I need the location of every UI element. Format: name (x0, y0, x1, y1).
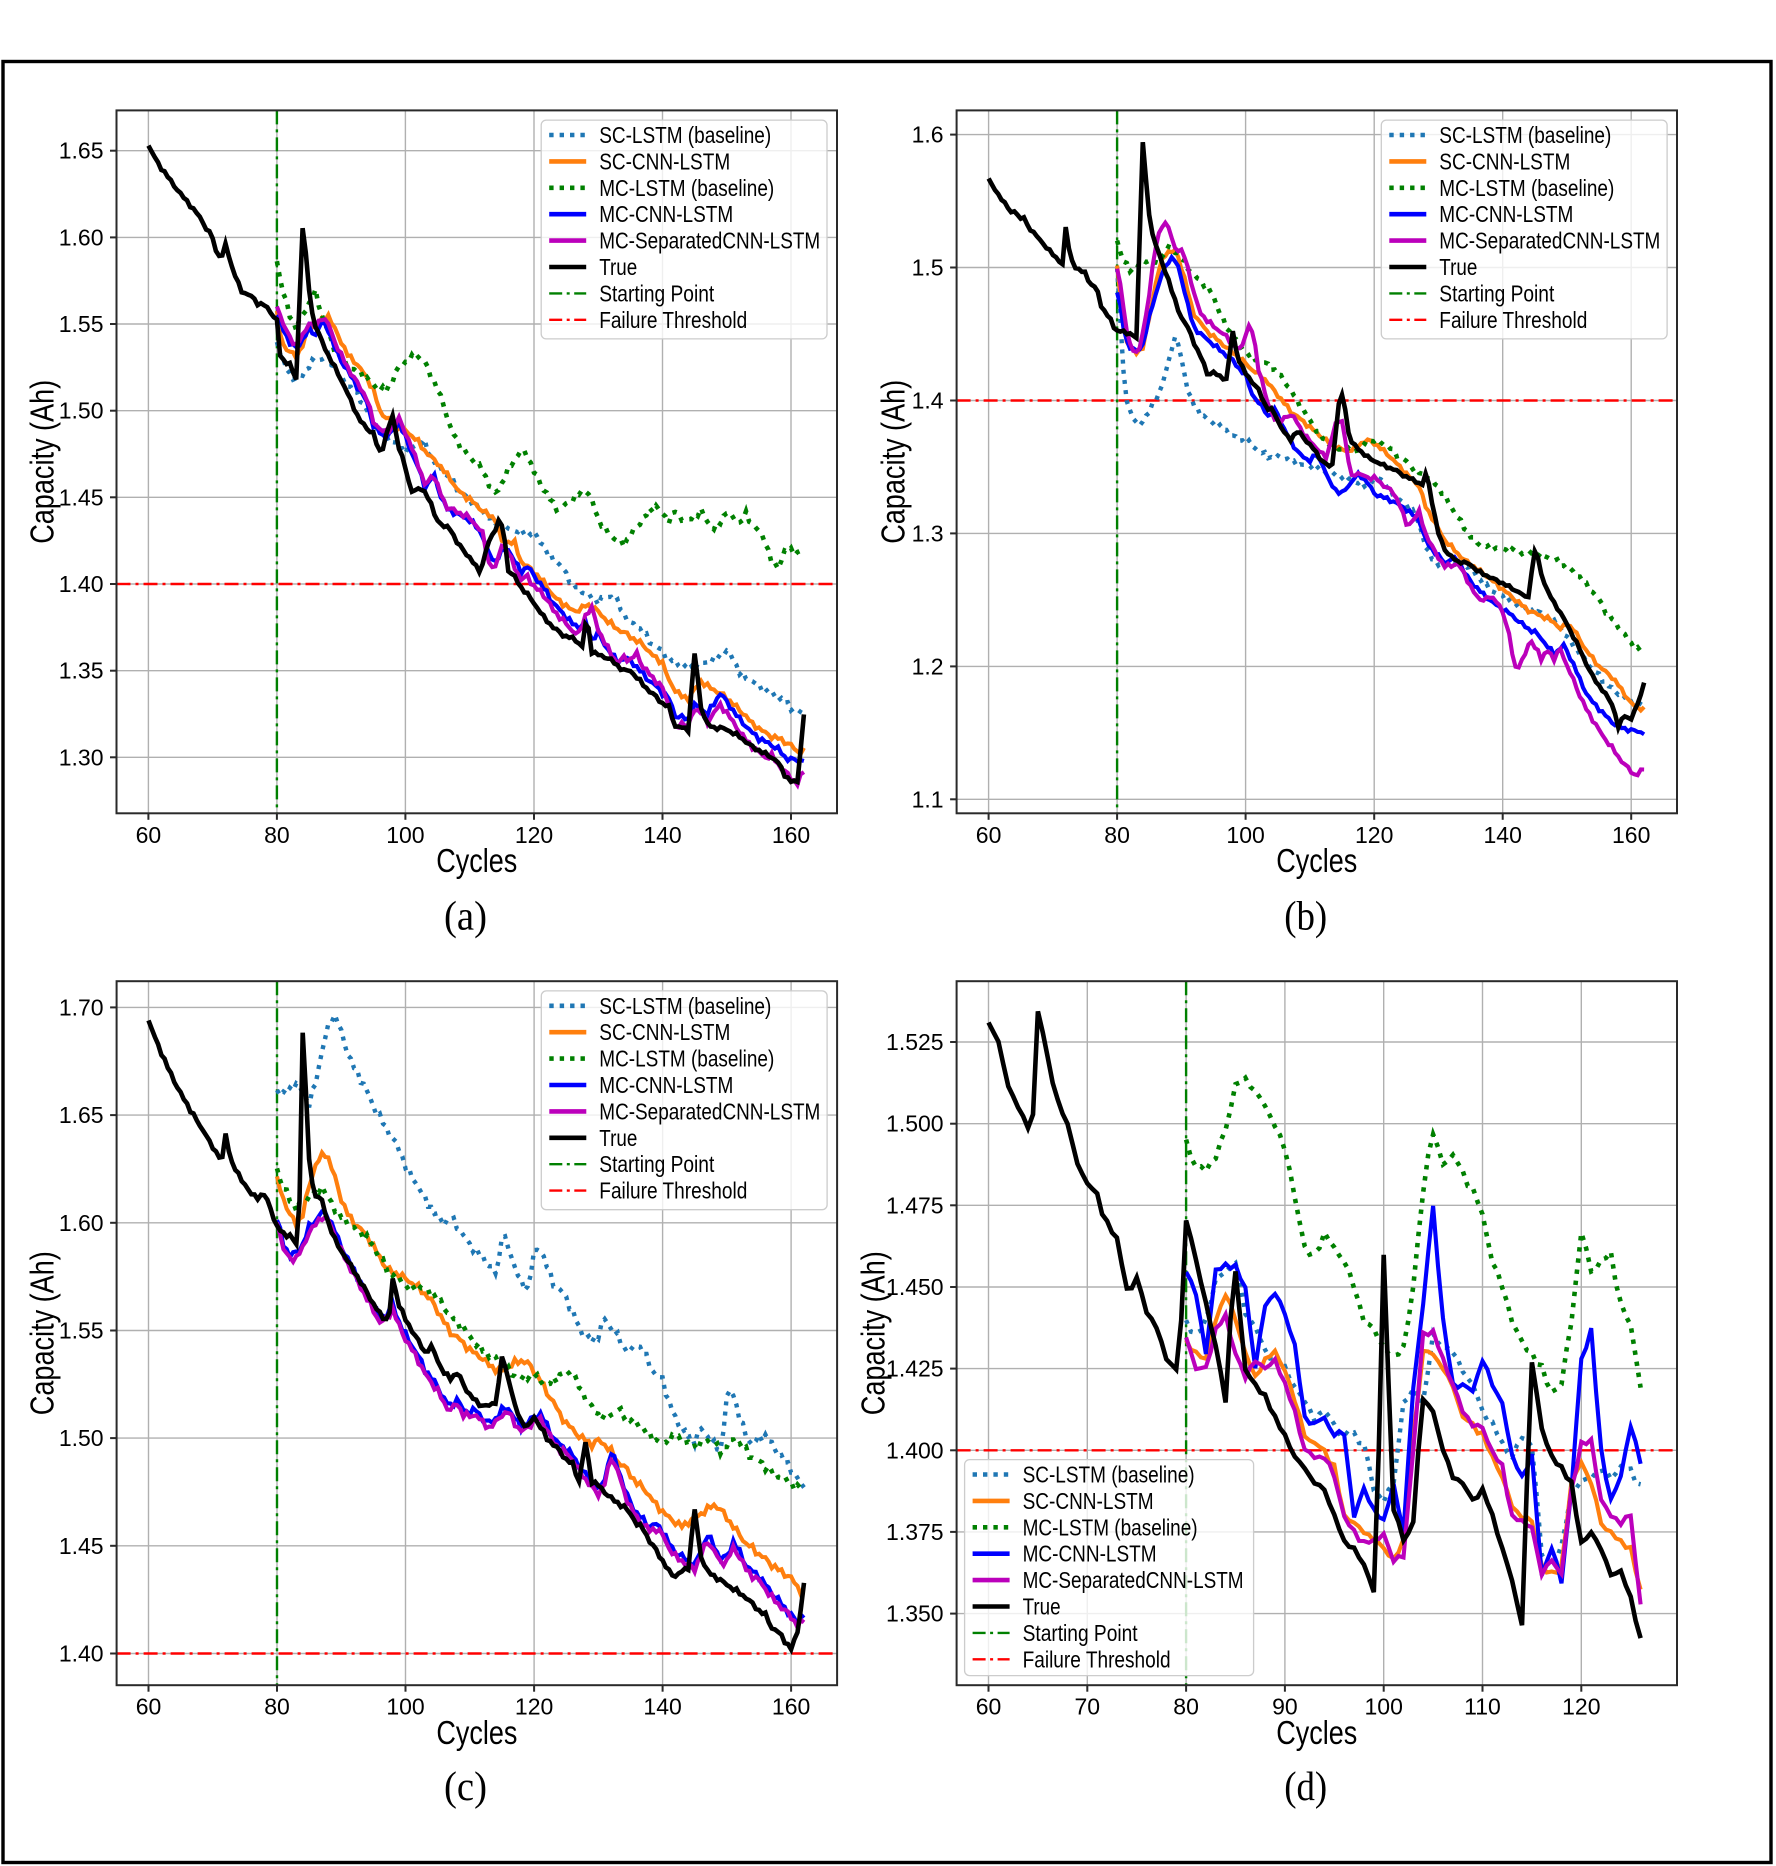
svg-text:SC-LSTM (baseline): SC-LSTM (baseline) (1023, 1462, 1195, 1488)
svg-text:140: 140 (643, 1694, 681, 1720)
svg-text:120: 120 (515, 1694, 553, 1720)
svg-text:(d): (d) (1284, 1763, 1327, 1809)
svg-text:SC-LSTM (baseline): SC-LSTM (baseline) (599, 993, 771, 1019)
svg-text:100: 100 (386, 1694, 424, 1720)
svg-text:1.60: 1.60 (59, 1210, 104, 1236)
svg-text:MC-CNN-LSTM: MC-CNN-LSTM (599, 1072, 733, 1098)
svg-text:1.425: 1.425 (886, 1356, 944, 1382)
svg-text:80: 80 (1104, 822, 1130, 848)
svg-text:1.55: 1.55 (59, 1318, 104, 1344)
svg-text:Failure Threshold: Failure Threshold (599, 1178, 747, 1204)
svg-text:60: 60 (976, 1694, 1002, 1720)
svg-text:True: True (1439, 254, 1477, 280)
svg-text:True: True (1023, 1594, 1061, 1620)
svg-text:Capacity (Ah): Capacity (Ah) (855, 1251, 892, 1415)
svg-text:1.4: 1.4 (912, 388, 944, 414)
svg-text:True: True (599, 1125, 637, 1151)
svg-text:1.45: 1.45 (59, 484, 104, 510)
svg-text:70: 70 (1075, 1694, 1101, 1720)
svg-text:1.500: 1.500 (886, 1111, 944, 1137)
svg-text:1.450: 1.450 (886, 1274, 944, 1300)
svg-text:100: 100 (1365, 1694, 1403, 1720)
svg-text:60: 60 (136, 822, 162, 848)
svg-text:MC-LSTM (baseline): MC-LSTM (baseline) (1439, 175, 1614, 201)
svg-text:100: 100 (386, 822, 424, 848)
svg-text:80: 80 (264, 822, 290, 848)
svg-text:1.60: 1.60 (59, 224, 104, 250)
svg-text:SC-CNN-LSTM: SC-CNN-LSTM (1439, 148, 1570, 174)
svg-text:1.525: 1.525 (886, 1029, 944, 1055)
svg-text:80: 80 (1173, 1694, 1199, 1720)
svg-text:Starting Point: Starting Point (1023, 1620, 1138, 1646)
svg-text:1.375: 1.375 (886, 1519, 944, 1545)
svg-text:1.400: 1.400 (886, 1437, 944, 1463)
svg-text:160: 160 (772, 822, 810, 848)
svg-text:120: 120 (515, 822, 553, 848)
svg-text:SC-CNN-LSTM: SC-CNN-LSTM (599, 148, 730, 174)
svg-text:1.40: 1.40 (59, 571, 104, 597)
svg-text:MC-SeparatedCNN-LSTM: MC-SeparatedCNN-LSTM (599, 228, 820, 254)
svg-text:1.6: 1.6 (912, 122, 944, 148)
svg-text:MC-CNN-LSTM: MC-CNN-LSTM (1439, 201, 1573, 227)
svg-text:1.65: 1.65 (59, 138, 104, 164)
svg-text:(c): (c) (444, 1763, 487, 1809)
svg-text:1.350: 1.350 (886, 1601, 944, 1627)
svg-text:MC-CNN-LSTM: MC-CNN-LSTM (1023, 1541, 1157, 1567)
svg-text:(b): (b) (1284, 893, 1327, 939)
svg-text:160: 160 (772, 1694, 810, 1720)
svg-text:MC-CNN-LSTM: MC-CNN-LSTM (599, 201, 733, 227)
svg-text:(a): (a) (444, 893, 487, 939)
svg-text:1.70: 1.70 (59, 994, 104, 1020)
svg-text:140: 140 (643, 822, 681, 848)
svg-text:SC-LSTM (baseline): SC-LSTM (baseline) (599, 122, 771, 148)
svg-text:60: 60 (976, 822, 1002, 848)
svg-text:SC-LSTM (baseline): SC-LSTM (baseline) (1439, 122, 1611, 148)
svg-text:1.3: 1.3 (912, 520, 944, 546)
svg-text:1.1: 1.1 (912, 786, 944, 812)
svg-text:MC-SeparatedCNN-LSTM: MC-SeparatedCNN-LSTM (1023, 1567, 1244, 1593)
svg-text:MC-SeparatedCNN-LSTM: MC-SeparatedCNN-LSTM (1439, 228, 1660, 254)
svg-text:120: 120 (1355, 822, 1393, 848)
svg-text:Failure Threshold: Failure Threshold (1439, 307, 1587, 333)
svg-text:1.30: 1.30 (59, 744, 104, 770)
svg-text:MC-LSTM (baseline): MC-LSTM (baseline) (599, 1046, 774, 1072)
svg-text:140: 140 (1484, 822, 1522, 848)
svg-text:Capacity (Ah): Capacity (Ah) (24, 1251, 61, 1415)
svg-text:MC-SeparatedCNN-LSTM: MC-SeparatedCNN-LSTM (599, 1098, 820, 1124)
svg-text:Starting Point: Starting Point (599, 1151, 714, 1177)
svg-text:1.50: 1.50 (59, 398, 104, 424)
svg-text:MC-LSTM (baseline): MC-LSTM (baseline) (1023, 1514, 1198, 1540)
svg-text:Cycles: Cycles (1276, 842, 1357, 879)
svg-text:Failure Threshold: Failure Threshold (599, 307, 747, 333)
svg-text:80: 80 (264, 1694, 290, 1720)
svg-text:100: 100 (1226, 822, 1264, 848)
svg-text:SC-CNN-LSTM: SC-CNN-LSTM (1023, 1488, 1154, 1514)
svg-text:1.5: 1.5 (912, 255, 944, 281)
svg-text:1.45: 1.45 (59, 1533, 104, 1559)
svg-text:Failure Threshold: Failure Threshold (1023, 1646, 1171, 1672)
svg-text:1.475: 1.475 (886, 1192, 944, 1218)
svg-text:Cycles: Cycles (436, 1714, 517, 1751)
svg-text:60: 60 (136, 1694, 162, 1720)
svg-text:Starting Point: Starting Point (1439, 280, 1554, 306)
svg-text:1.35: 1.35 (59, 658, 104, 684)
svg-text:Capacity (Ah): Capacity (Ah) (875, 380, 912, 544)
svg-text:Capacity (Ah): Capacity (Ah) (24, 380, 61, 544)
svg-text:110: 110 (1464, 1694, 1501, 1720)
svg-text:True: True (599, 254, 637, 280)
svg-text:120: 120 (1562, 1694, 1600, 1720)
svg-text:SC-CNN-LSTM: SC-CNN-LSTM (599, 1019, 730, 1045)
svg-text:MC-LSTM (baseline): MC-LSTM (baseline) (599, 175, 774, 201)
svg-text:1.55: 1.55 (59, 311, 104, 337)
svg-text:Cycles: Cycles (1276, 1714, 1357, 1751)
svg-text:1.40: 1.40 (59, 1641, 104, 1667)
svg-text:1.50: 1.50 (59, 1425, 104, 1451)
svg-text:Cycles: Cycles (436, 842, 517, 879)
svg-text:160: 160 (1612, 822, 1650, 848)
svg-text:1.65: 1.65 (59, 1102, 104, 1128)
svg-text:Starting Point: Starting Point (599, 280, 714, 306)
svg-text:90: 90 (1272, 1694, 1298, 1720)
svg-text:1.2: 1.2 (912, 653, 944, 679)
